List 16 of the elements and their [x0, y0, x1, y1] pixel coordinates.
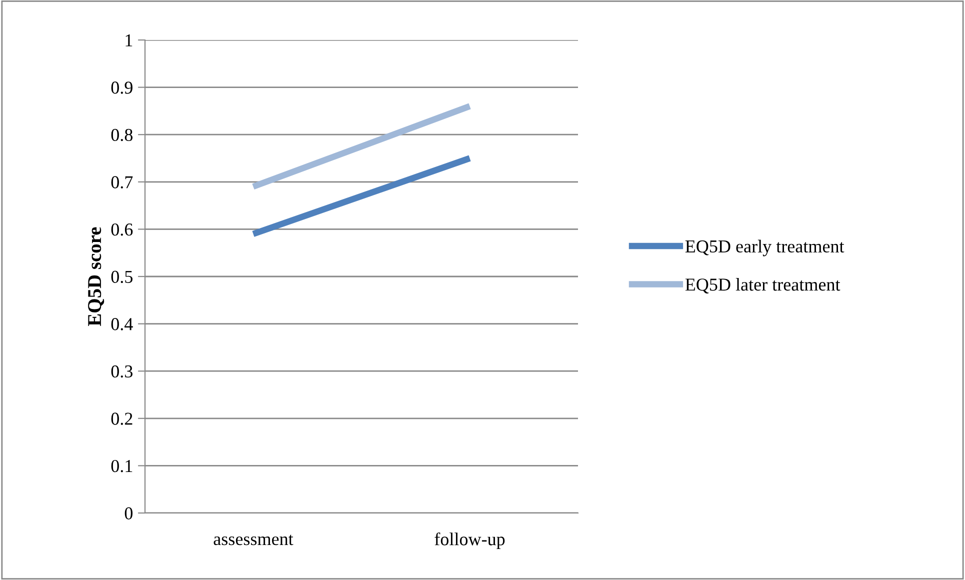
y-tick-label: 0.4 — [111, 318, 133, 330]
y-tick-label: 0.3 — [111, 365, 132, 378]
y-tick-label: 1 — [126, 34, 132, 46]
y-tick-label: 0.6 — [111, 223, 133, 236]
x-tick-label: assessment — [214, 534, 294, 546]
legend-label: EQ5D early treatment — [685, 240, 844, 256]
y-tick-label: 0.8 — [111, 128, 133, 142]
y-axis-title: EQ5D score — [88, 227, 104, 326]
legend-label: EQ5D later treatment — [685, 278, 840, 294]
y-tick-label: 0.9 — [111, 82, 132, 94]
y-tick-label: 0.1 — [111, 460, 132, 472]
y-tick-label: 0.5 — [111, 270, 132, 284]
y-tick-label: 0.2 — [111, 412, 132, 425]
x-tick-label: follow-up — [434, 532, 505, 549]
y-tick-label: 0.7 — [111, 176, 133, 188]
y-tick-label: 0 — [124, 507, 133, 520]
